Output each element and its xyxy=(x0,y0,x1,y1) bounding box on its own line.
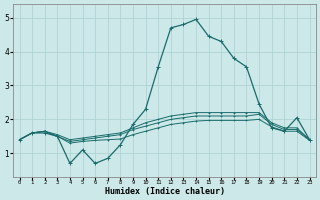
X-axis label: Humidex (Indice chaleur): Humidex (Indice chaleur) xyxy=(105,187,225,196)
